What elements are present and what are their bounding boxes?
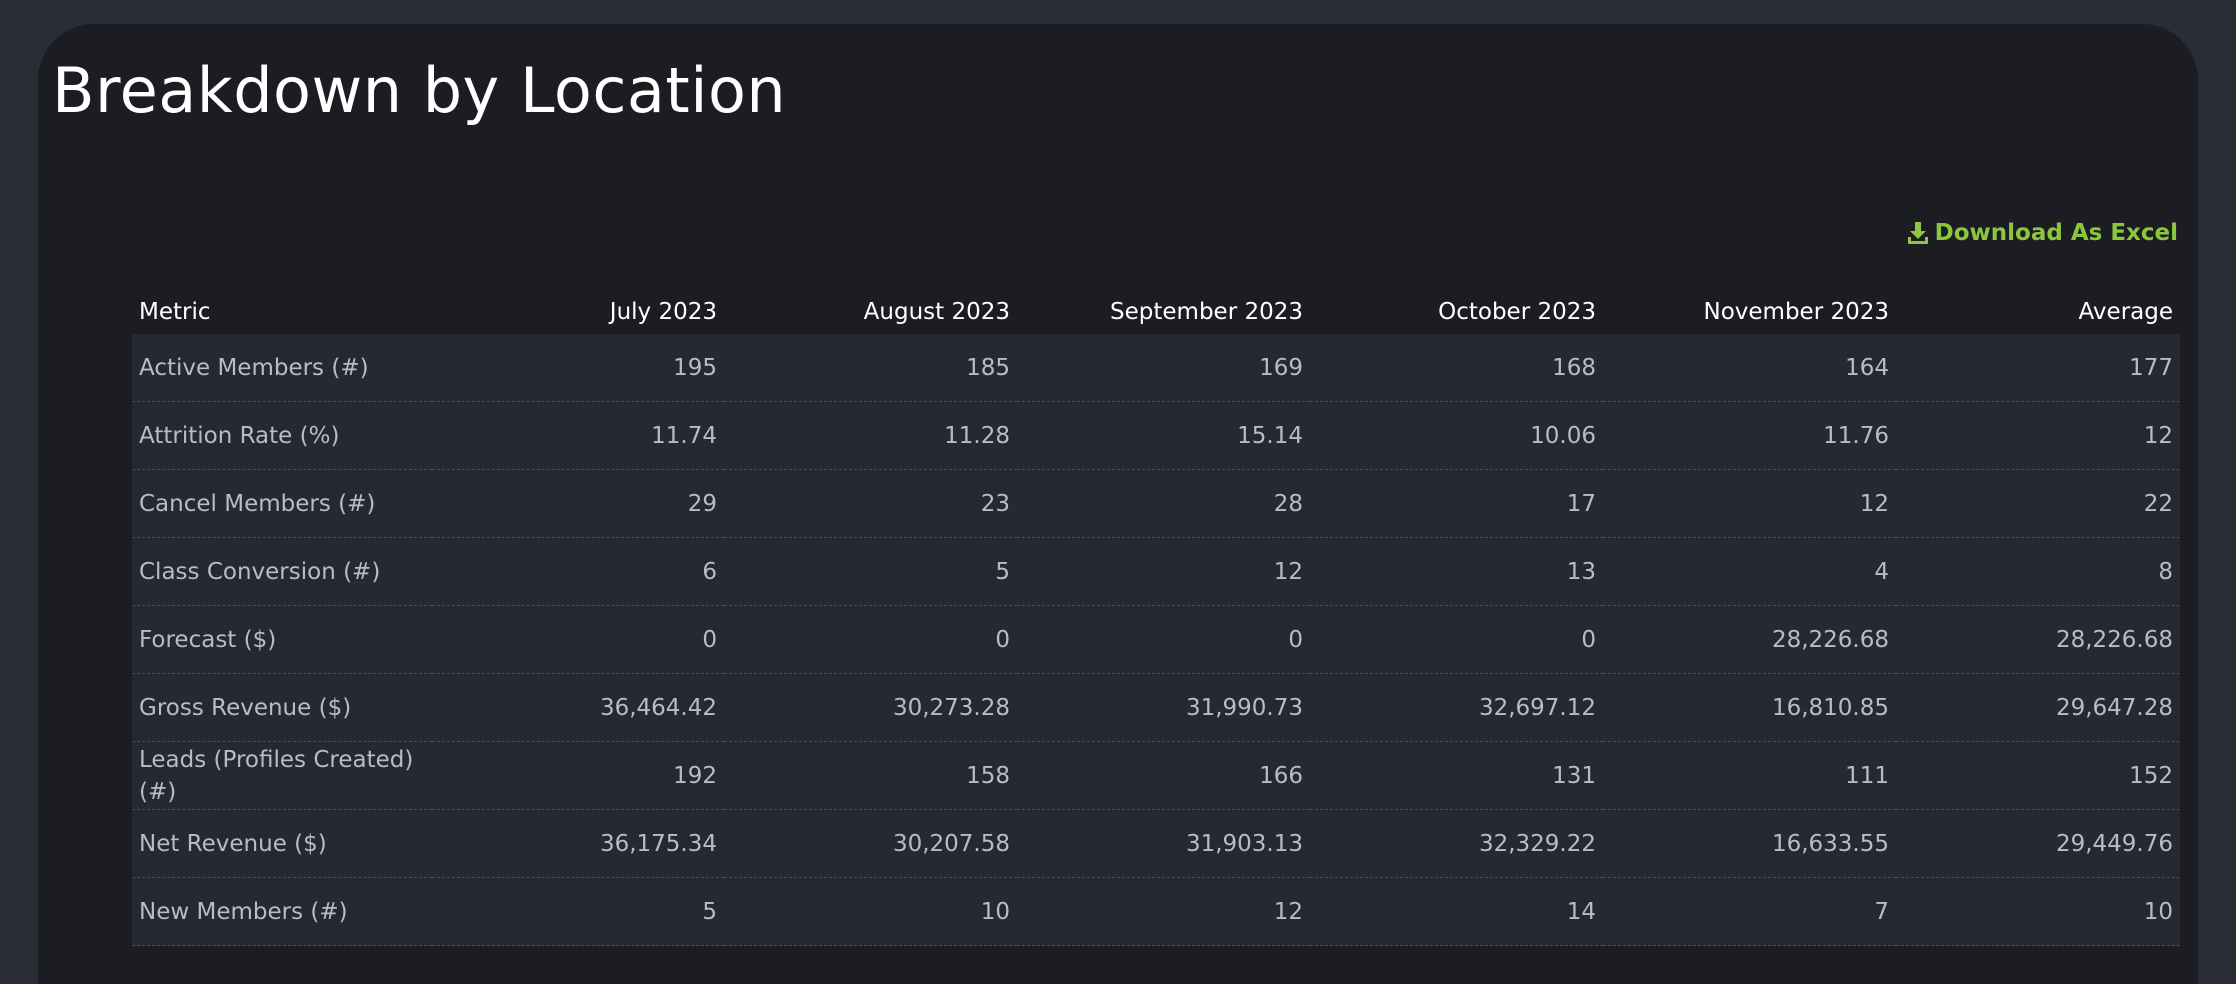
download-excel-button[interactable]: Download As Excel [1907, 220, 2178, 246]
average-cell: 177 [1896, 334, 2180, 402]
table-row: Cancel Members (#) 29 23 28 17 12 22 [132, 469, 2180, 538]
value-cell: 192 [432, 741, 724, 810]
value-cell: 0 [724, 605, 1017, 674]
value-cell: 0 [1017, 605, 1310, 674]
average-cell: 8 [1896, 537, 2180, 606]
metric-name-cell: Class Conversion (#) [132, 537, 432, 606]
value-cell: 28 [1017, 469, 1310, 538]
table-header-row: Metric July 2023 August 2023 September 2… [132, 290, 2180, 334]
value-cell: 158 [724, 741, 1017, 810]
value-cell: 185 [724, 334, 1017, 402]
download-label: Download As Excel [1934, 220, 2178, 246]
metric-name: Cancel Members (#) [139, 490, 376, 517]
metric-name: Class Conversion (#) [139, 558, 381, 585]
metrics-table: Metric July 2023 August 2023 September 2… [132, 290, 2180, 946]
average-cell: 22 [1896, 469, 2180, 538]
metric-name-cell: New Members (#) [132, 877, 432, 946]
value-cell: 28,226.68 [1603, 605, 1896, 674]
value-cell: 169 [1017, 334, 1310, 402]
page-title: Breakdown by Location [52, 54, 787, 127]
value-cell: 30,207.58 [724, 809, 1017, 878]
value-cell: 6 [432, 537, 724, 606]
value-cell: 168 [1310, 334, 1603, 402]
average-cell: 12 [1896, 401, 2180, 470]
value-cell: 195 [432, 334, 724, 402]
metric-name: Attrition Rate (%) [139, 422, 340, 449]
value-cell: 5 [724, 537, 1017, 606]
value-cell: 11.74 [432, 401, 724, 470]
column-header-august-2023: August 2023 [724, 290, 1017, 334]
value-cell: 32,329.22 [1310, 809, 1603, 878]
average-cell: 29,647.28 [1896, 673, 2180, 742]
metric-name-cell: Forecast ($) [132, 605, 432, 674]
column-header-november-2023: November 2023 [1603, 290, 1896, 334]
value-cell: 32,697.12 [1310, 673, 1603, 742]
value-cell: 12 [1017, 537, 1310, 606]
table-row: Attrition Rate (%) 11.74 11.28 15.14 10.… [132, 401, 2180, 470]
value-cell: 29 [432, 469, 724, 538]
metric-name-cell: Cancel Members (#) [132, 469, 432, 538]
column-header-metric: Metric [132, 290, 432, 334]
value-cell: 16,633.55 [1603, 809, 1896, 878]
metric-name: Gross Revenue ($) [139, 694, 352, 721]
value-cell: 13 [1310, 537, 1603, 606]
metric-name-cell: Attrition Rate (%) [132, 401, 432, 470]
value-cell: 15.14 [1017, 401, 1310, 470]
download-icon [1907, 221, 1929, 245]
metric-name: Active Members (#) [139, 354, 369, 381]
value-cell: 10.06 [1310, 401, 1603, 470]
table-row: Active Members (#) 195 185 169 168 164 1… [132, 334, 2180, 402]
average-cell: 10 [1896, 877, 2180, 946]
metric-name-cell: Leads (Profiles Created) (#) [132, 741, 432, 810]
average-cell: 152 [1896, 741, 2180, 810]
value-cell: 7 [1603, 877, 1896, 946]
value-cell: 30,273.28 [724, 673, 1017, 742]
value-cell: 12 [1603, 469, 1896, 538]
table-row: Leads (Profiles Created) (#) 192 158 166… [132, 741, 2180, 810]
column-header-average: Average [1896, 290, 2180, 334]
value-cell: 23 [724, 469, 1017, 538]
value-cell: 12 [1017, 877, 1310, 946]
value-cell: 11.28 [724, 401, 1017, 470]
value-cell: 31,990.73 [1017, 673, 1310, 742]
column-header-september-2023: September 2023 [1017, 290, 1310, 334]
table-row: Class Conversion (#) 6 5 12 13 4 8 [132, 537, 2180, 606]
metric-name: Leads (Profiles Created) (#) [139, 746, 414, 805]
value-cell: 5 [432, 877, 724, 946]
column-header-july-2023: July 2023 [432, 290, 724, 334]
value-cell: 10 [724, 877, 1017, 946]
table-row: Net Revenue ($) 36,175.34 30,207.58 31,9… [132, 809, 2180, 878]
breakdown-card: Breakdown by Location Download As Excel … [38, 24, 2198, 984]
value-cell: 166 [1017, 741, 1310, 810]
value-cell: 0 [432, 605, 724, 674]
table-row: New Members (#) 5 10 12 14 7 10 [132, 877, 2180, 946]
table-row: Gross Revenue ($) 36,464.42 30,273.28 31… [132, 673, 2180, 742]
value-cell: 164 [1603, 334, 1896, 402]
value-cell: 31,903.13 [1017, 809, 1310, 878]
value-cell: 11.76 [1603, 401, 1896, 470]
average-cell: 28,226.68 [1896, 605, 2180, 674]
metric-name: New Members (#) [139, 898, 348, 925]
value-cell: 14 [1310, 877, 1603, 946]
value-cell: 4 [1603, 537, 1896, 606]
value-cell: 17 [1310, 469, 1603, 538]
value-cell: 111 [1603, 741, 1896, 810]
value-cell: 0 [1310, 605, 1603, 674]
metric-name-cell: Active Members (#) [132, 334, 432, 402]
value-cell: 36,464.42 [432, 673, 724, 742]
metric-name: Forecast ($) [139, 626, 277, 653]
table-row: Forecast ($) 0 0 0 0 28,226.68 28,226.68 [132, 605, 2180, 674]
average-cell: 29,449.76 [1896, 809, 2180, 878]
value-cell: 131 [1310, 741, 1603, 810]
value-cell: 16,810.85 [1603, 673, 1896, 742]
value-cell: 36,175.34 [432, 809, 724, 878]
column-header-october-2023: October 2023 [1310, 290, 1603, 334]
metric-name-cell: Net Revenue ($) [132, 809, 432, 878]
metric-name: Net Revenue ($) [139, 830, 327, 857]
metric-name-cell: Gross Revenue ($) [132, 673, 432, 742]
